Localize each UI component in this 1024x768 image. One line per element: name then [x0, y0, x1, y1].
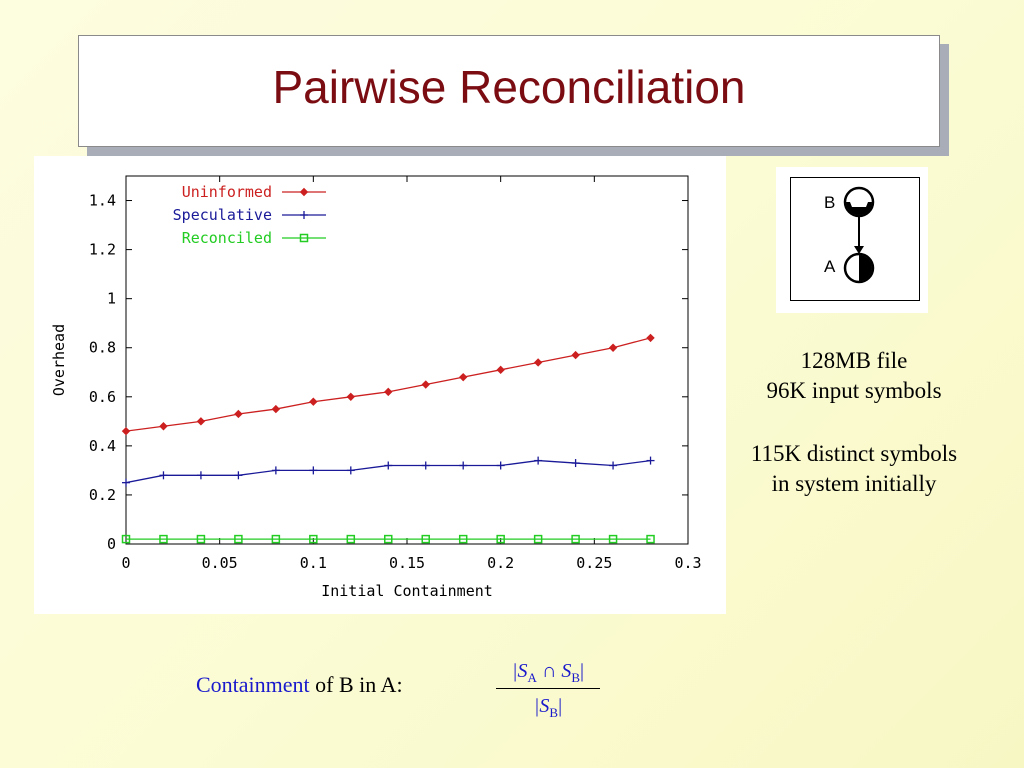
- reconciliation-diagram: B A: [776, 167, 928, 313]
- containment-fraction: |SA ∩ SB| |SB|: [496, 656, 600, 721]
- slide-title: Pairwise Reconciliation: [272, 61, 746, 113]
- reconciled-point: [159, 534, 168, 544]
- reconciled-point: [271, 534, 281, 544]
- legend-label-uninformed: Uninformed: [182, 183, 272, 201]
- reconciled-point: [196, 534, 206, 544]
- uninformed-point: [571, 350, 580, 360]
- fraction-denominator: |SB|: [533, 695, 563, 720]
- x-axis-label: Initial Containment: [321, 582, 493, 600]
- reconciled-point: [646, 534, 655, 544]
- node-a-icon: [843, 252, 875, 284]
- legend-marker-uninformed: [299, 187, 309, 197]
- y-tick-label: 0.8: [89, 339, 116, 357]
- y-tick-label: 0.2: [89, 486, 116, 504]
- containment-label: Containment of B in A:: [196, 672, 403, 698]
- uninformed-point: [646, 333, 655, 343]
- speculative-point: [271, 466, 280, 475]
- x-tick-label: 0.2: [487, 554, 514, 572]
- x-tick-label: 0.25: [576, 554, 612, 572]
- uninformed-point: [533, 358, 543, 367]
- system-info: 115K distinct symbols in system initiall…: [724, 439, 984, 499]
- reconciled-point: [458, 534, 468, 544]
- reconciled-point: [421, 534, 430, 544]
- uninformed-point: [159, 422, 168, 431]
- reconciled-point: [608, 534, 618, 544]
- y-tick-label: 0: [107, 535, 116, 553]
- reconciled-point: [309, 534, 318, 544]
- uninformed-point: [196, 417, 206, 426]
- uninformed-point: [346, 392, 356, 402]
- speculative-point: [196, 471, 205, 480]
- speculative-point: [234, 471, 243, 480]
- uninformed-point: [458, 372, 468, 382]
- y-tick-label: 1.4: [89, 192, 116, 210]
- containment-rest: of B in A:: [309, 672, 403, 697]
- uninformed-line: [125, 337, 651, 432]
- uninformed-point: [121, 426, 131, 436]
- fraction-bar: [496, 688, 600, 689]
- file-info: 128MB file 96K input symbols: [724, 346, 984, 406]
- diagram-graphics: [843, 186, 875, 284]
- input-symbols-text: 96K input symbols: [766, 378, 942, 403]
- uninformed-point: [309, 397, 318, 406]
- fraction-numerator: |SA ∩ SB|: [511, 660, 585, 685]
- y-tick-label: 0.4: [89, 437, 116, 455]
- reconciled-point: [571, 534, 580, 544]
- legend-label-reconciled: Reconciled: [182, 229, 272, 247]
- speculative-point: [384, 461, 393, 470]
- reconciled-point: [496, 534, 505, 544]
- x-tick-label: 0.15: [389, 554, 425, 572]
- speculative-point: [421, 461, 430, 470]
- uninformed-point: [271, 404, 281, 414]
- uninformed-point: [608, 343, 618, 352]
- reconciled-point: [121, 534, 131, 544]
- speculative-point: [534, 456, 543, 465]
- y-axis-label: Overhead: [50, 324, 68, 396]
- uninformed-point: [234, 409, 243, 419]
- overhead-chart: 0 0.05 0.1 0.15 0.2 0.25 0.3 0 0.2 0.4 0.6 0.8 1 1.2 1…: [50, 175, 702, 600]
- speculative-point: [309, 466, 318, 475]
- title-box: Pairwise Reconciliation: [78, 35, 940, 147]
- x-tick-label: 0: [121, 554, 130, 572]
- uninformed-point: [384, 387, 393, 397]
- speculative-point: [459, 461, 468, 470]
- node-b-icon: [843, 186, 875, 218]
- legend-label-speculative: Speculative: [173, 206, 272, 224]
- speculative-point: [122, 478, 130, 487]
- speculative-point: [609, 461, 618, 470]
- arrow-down-icon: [854, 217, 864, 254]
- uninformed-point: [496, 365, 505, 375]
- speculative-point: [646, 456, 655, 465]
- y-tick-label: 0.6: [89, 388, 116, 406]
- speculative-point: [496, 461, 505, 470]
- node-a-label: A: [824, 257, 836, 276]
- reconciled-point: [533, 534, 543, 544]
- speculative-point: [346, 466, 355, 475]
- reconciled-point: [384, 534, 393, 544]
- legend-marker-reconciled: [299, 233, 309, 243]
- file-size-text: 128MB file: [800, 348, 908, 373]
- y-tick-label: 1.2: [89, 241, 116, 259]
- x-tick-label: 0.3: [674, 554, 701, 572]
- system-initially-text: in system initially: [771, 471, 937, 496]
- reconciled-point: [346, 534, 356, 544]
- x-tick-label: 0.05: [202, 554, 238, 572]
- uninformed-point: [421, 380, 430, 389]
- diagram-frame: B A: [790, 177, 920, 301]
- x-tick-label: 0.1: [300, 554, 327, 572]
- speculative-point: [571, 459, 580, 468]
- speculative-point: [159, 471, 168, 480]
- reconciled-point: [234, 534, 243, 544]
- chart-panel: 0 0.05 0.1 0.15 0.2 0.25 0.3 0 0.2 0.4 0.6 0.8 1 1.2 1…: [34, 156, 726, 614]
- legend-marker-speculative: [300, 211, 308, 219]
- node-b-label: B: [824, 193, 836, 212]
- distinct-symbols-text: 115K distinct symbols: [750, 441, 958, 466]
- y-tick-label: 1: [107, 290, 116, 308]
- containment-term: Containment: [196, 672, 310, 697]
